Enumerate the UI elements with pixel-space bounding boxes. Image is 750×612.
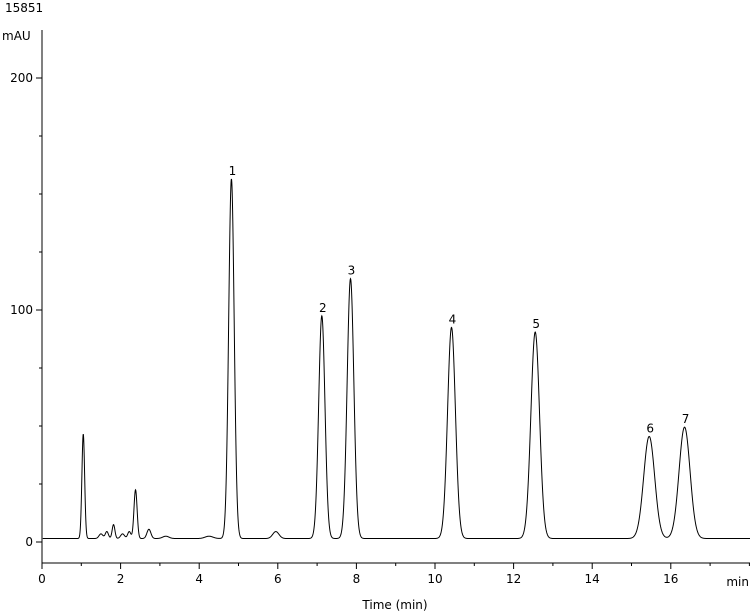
- y-tick-label: 0: [25, 535, 33, 549]
- peak-label: 3: [348, 264, 356, 278]
- x-tick-label: 8: [353, 572, 361, 586]
- x-axis-title: Time (min): [361, 598, 427, 612]
- x-tick-label: 6: [274, 572, 282, 586]
- x-tick-label: 4: [195, 572, 203, 586]
- x-tick-label: 10: [427, 572, 442, 586]
- peak-label: 5: [532, 317, 540, 331]
- x-tick-label: 12: [506, 572, 521, 586]
- x-axis-unit: min: [726, 575, 749, 589]
- peak-label: 6: [646, 421, 654, 435]
- x-tick-label: 16: [663, 572, 678, 586]
- chromatogram-trace: [42, 178, 750, 540]
- peak-label: 7: [682, 412, 690, 426]
- x-tick-label: 14: [585, 572, 600, 586]
- peak-label: 2: [319, 301, 327, 315]
- x-tick-label: 0: [38, 572, 46, 586]
- peak-labels: 1 2 3 4 5 6 7: [229, 164, 690, 436]
- x-tick-label: 2: [117, 572, 125, 586]
- y-axis-unit: mAU: [2, 29, 31, 43]
- sample-id: 15851: [5, 1, 43, 15]
- peak-label: 4: [449, 312, 457, 326]
- y-tick-label: 100: [10, 303, 33, 317]
- peak-label: 1: [229, 164, 237, 178]
- y-tick-label: 200: [10, 71, 33, 85]
